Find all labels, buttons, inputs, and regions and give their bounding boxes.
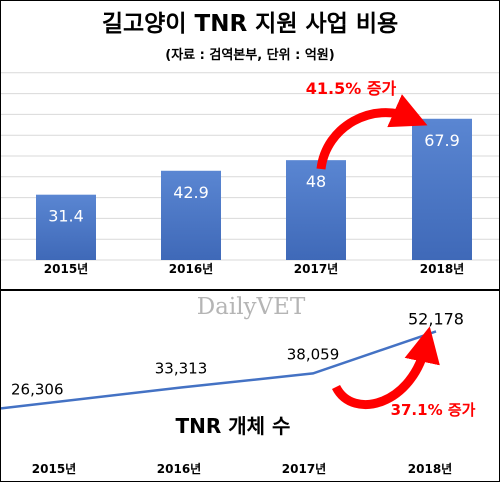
bar-2016년 — [161, 170, 221, 260]
bar-2017년 — [286, 160, 346, 260]
bar-value-label: 31.4 — [48, 207, 84, 226]
line-value-label: 33,313 — [155, 360, 208, 378]
line-x-tick-label: 2018년 — [408, 462, 452, 476]
bar-x-tick-labels: 2015년 2016년 2017년 2018년 — [44, 262, 464, 276]
bar-2018년 — [412, 118, 472, 260]
line-series — [1, 330, 437, 410]
bar-growth-annotation: 41.5% 증가 — [306, 79, 397, 98]
bar-x-tick-label: 2017년 — [294, 262, 338, 276]
line-value-labels: 26,306 33,313 38,059 52,178 — [11, 309, 464, 398]
bar-x-tick-label: 2016년 — [169, 262, 213, 276]
line-growth-annotation: 37.1% 증가 — [391, 401, 476, 419]
line-x-tick-label: 2016년 — [157, 462, 201, 476]
bar-chart-subtitle: (자료 : 검역본부, 단위 : 억원) — [165, 47, 334, 63]
bar-value-label: 48 — [306, 172, 326, 191]
line-x-tick-labels: 2015년 2016년 2017년 2018년 — [32, 462, 452, 476]
bar-chart-title: 길고양이 TNR 지원 사업 비용 — [102, 11, 398, 37]
bar-value-label: 67.9 — [424, 131, 460, 150]
bar-growth-arrow — [316, 94, 428, 170]
bar-value-label: 42.9 — [173, 183, 209, 202]
bar-series — [36, 118, 472, 260]
line-path — [1, 330, 437, 410]
watermark-logo: DailyVET — [197, 294, 306, 320]
bar-x-tick-label: 2015년 — [44, 262, 88, 276]
line-growth-arrow — [331, 326, 440, 409]
line-x-tick-label: 2015년 — [32, 462, 76, 476]
line-x-tick-label: 2017년 — [282, 462, 326, 476]
line-value-label: 52,178 — [408, 309, 464, 328]
line-value-label: 26,306 — [11, 380, 64, 398]
bar-2015년 — [36, 194, 96, 260]
bar-x-tick-label: 2018년 — [420, 262, 464, 276]
line-chart-title: TNR 개체 수 — [176, 414, 291, 438]
bar-value-labels: 31.4 42.9 48 67.9 — [48, 131, 460, 226]
line-value-label: 38,059 — [287, 345, 340, 363]
